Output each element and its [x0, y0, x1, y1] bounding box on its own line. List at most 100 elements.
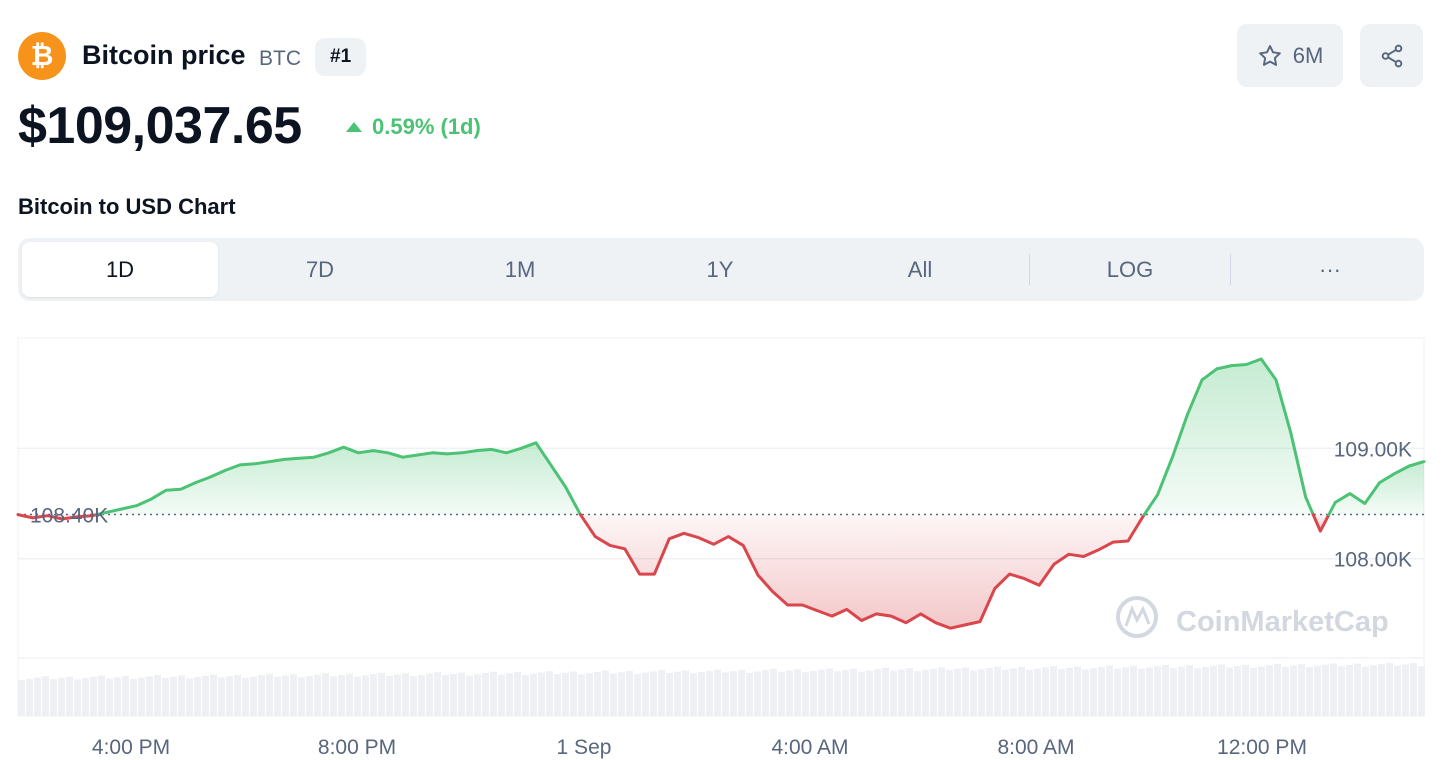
volume-bar [930, 668, 937, 716]
watermark-text: CoinMarketCap [1176, 606, 1389, 638]
volume-bar [1194, 668, 1201, 716]
volume-bar [210, 674, 217, 716]
volume-bar [138, 677, 145, 716]
volume-bar [482, 672, 489, 716]
baseline-label: 108.40K [30, 505, 108, 528]
volume-bar [1266, 665, 1273, 716]
volume-bar [242, 677, 249, 716]
volume-bar [682, 670, 689, 716]
volume-bar [394, 674, 401, 716]
volume-bar [378, 672, 385, 716]
volume-bar [994, 666, 1001, 716]
volume-bar [1138, 668, 1145, 716]
volume-bar [1410, 663, 1417, 716]
volume-bar [298, 677, 305, 716]
volume-bar [266, 673, 273, 716]
volume-bar [578, 674, 585, 716]
tab-all[interactable]: All [907, 256, 933, 282]
volume-bar [362, 675, 369, 716]
volume-bar [418, 674, 425, 716]
volume-bar [1354, 663, 1361, 716]
volume-bar [1378, 664, 1385, 716]
volume-bar [698, 672, 705, 716]
price-line-up [1327, 460, 1426, 517]
volume-bar [186, 678, 193, 716]
volume-bar [1106, 665, 1113, 716]
volume-bar [66, 676, 73, 716]
volume-bar [834, 671, 841, 716]
volume-bar [850, 668, 857, 716]
chart-title: Bitcoin to USD Chart [18, 194, 236, 219]
volume-bar [530, 673, 537, 716]
watchlist-button[interactable]: 6M [1237, 24, 1343, 87]
volume-bar [90, 676, 97, 716]
volume-bar [650, 671, 657, 716]
volume-bar [114, 677, 121, 716]
volume-bar [258, 675, 265, 716]
volume-bar [370, 674, 377, 716]
volume-bar [18, 680, 25, 716]
rank-badge: #1 [315, 38, 367, 76]
volume-bar [978, 669, 985, 716]
area-below-baseline [580, 514, 1145, 629]
volume-bar [1258, 666, 1265, 716]
volume-bar [882, 667, 889, 716]
tab-1d[interactable]: 1D [22, 242, 218, 297]
tab-log[interactable]: LOG [1106, 256, 1154, 282]
volume-bar [330, 676, 337, 716]
more-options-button[interactable]: ··· [1319, 256, 1341, 282]
volume-bar [922, 669, 929, 716]
coin-symbol: BTC [259, 47, 301, 70]
volume-bar [706, 670, 713, 716]
volume-bar [202, 675, 209, 716]
price-line-up [1142, 357, 1315, 517]
volume-bar [50, 679, 57, 716]
volume-bar [74, 679, 81, 716]
volume-bar [98, 675, 105, 716]
volume-bar [1082, 669, 1089, 716]
volume-bar [1250, 667, 1257, 716]
volume-bar [1122, 667, 1129, 716]
volume-bar [434, 672, 441, 716]
tab-7d[interactable]: 7D [305, 256, 335, 282]
volume-bar [1146, 667, 1153, 716]
volume-bar [1386, 662, 1393, 716]
tab-divider [1230, 254, 1231, 285]
volume-bar [474, 674, 481, 716]
volume-bar [802, 672, 809, 716]
watchlist-count: 6M [1292, 42, 1324, 68]
price-line-down [16, 513, 99, 521]
volume-bar [570, 671, 577, 716]
tab-1y[interactable]: 1Y [706, 256, 734, 282]
volume-bar [674, 671, 681, 716]
volume-bar [402, 673, 409, 716]
volume-bar [1114, 668, 1121, 716]
volume-bar [906, 668, 913, 716]
volume-bar [890, 670, 897, 716]
volume-bar [1322, 664, 1329, 716]
volume-bar [546, 671, 553, 716]
volume-bar [450, 673, 457, 716]
price-line-up [95, 441, 582, 517]
volume-bar [898, 669, 905, 716]
volume-bar [538, 672, 545, 716]
price-line-down [578, 513, 1146, 630]
volume-bar [610, 673, 617, 716]
price-chart[interactable]: 108.00K 109.00K 108.40K 4:00 PM 8:00 PM 1 Sep… [0, 320, 1452, 760]
volume-bar [146, 676, 153, 716]
volume-bar [1314, 665, 1321, 716]
volume-bar [1042, 667, 1049, 716]
tab-1m[interactable]: 1M [504, 256, 536, 282]
volume-bar [642, 672, 649, 716]
volume-bar [1218, 664, 1225, 716]
star-icon [1258, 44, 1281, 66]
volume-bar [34, 677, 41, 716]
y-tick-label: 108.00K [1334, 549, 1412, 572]
x-tick-label: 8:00 PM [318, 736, 396, 759]
volume-bar [1186, 665, 1193, 716]
share-button[interactable] [1360, 24, 1423, 87]
volume-bar [586, 673, 593, 716]
coin-name: Bitcoin price [82, 40, 246, 70]
x-tick-label: 4:00 AM [771, 736, 848, 759]
volume-bar [1162, 665, 1169, 716]
